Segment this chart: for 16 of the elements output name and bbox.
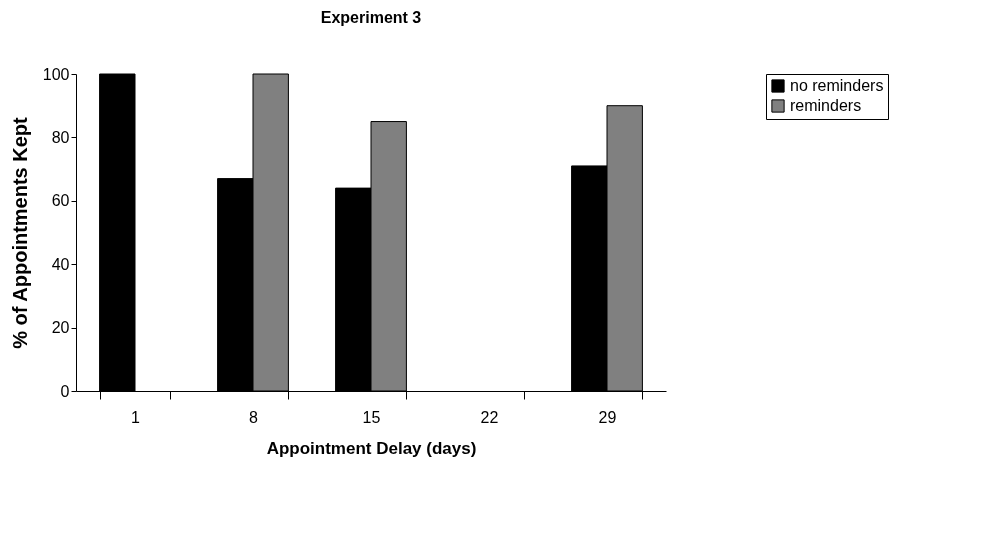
x-tick-label: 22 (480, 408, 499, 426)
y-axis-title: % of Appointments Kept (8, 116, 31, 349)
x-axis-title: Appointment Delay (days) (266, 438, 477, 458)
legend-label: no reminders (790, 77, 884, 94)
x-tick-label: 29 (598, 408, 617, 426)
x-tick-label: 8 (249, 408, 259, 426)
y-tick-label: 80 (51, 128, 70, 146)
y-tick-label: 0 (60, 382, 70, 400)
chart-title: Experiment 3 (320, 9, 422, 26)
y-tick-label: 20 (51, 319, 70, 337)
legend-label: reminders (790, 97, 862, 114)
x-tick-label: 15 (362, 408, 381, 426)
y-tick-label: 60 (51, 192, 70, 210)
y-tick-label: 40 (51, 255, 70, 273)
x-tick-label: 1 (131, 408, 141, 426)
y-tick-label: 100 (42, 65, 70, 83)
